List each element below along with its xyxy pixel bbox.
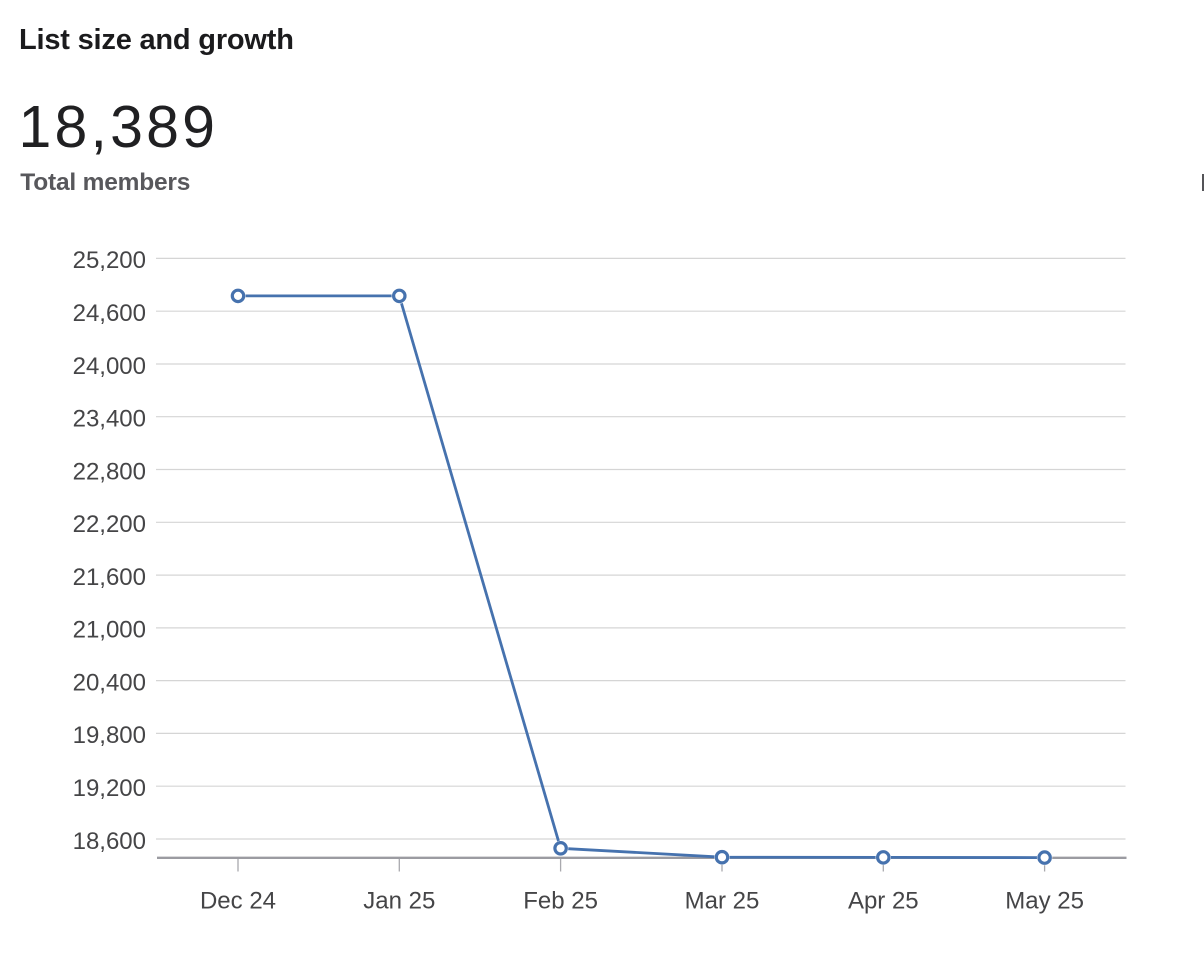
svg-text:Mar 25: Mar 25 <box>685 888 760 915</box>
svg-text:Jan 25: Jan 25 <box>363 888 435 915</box>
svg-text:19,200: 19,200 <box>73 775 146 802</box>
svg-text:20,400: 20,400 <box>73 669 146 696</box>
svg-text:18,600: 18,600 <box>73 828 146 855</box>
svg-text:22,800: 22,800 <box>73 458 146 485</box>
svg-text:24,600: 24,600 <box>73 300 146 327</box>
svg-text:22,200: 22,200 <box>73 511 146 538</box>
svg-text:Dec 24: Dec 24 <box>200 888 276 915</box>
svg-text:23,400: 23,400 <box>73 406 146 433</box>
svg-text:24,000: 24,000 <box>73 353 146 380</box>
svg-text:Feb 25: Feb 25 <box>523 888 598 915</box>
svg-text:Apr 25: Apr 25 <box>848 888 919 915</box>
svg-text:25,200: 25,200 <box>73 247 146 274</box>
svg-text:May 25: May 25 <box>1005 888 1084 915</box>
svg-text:21,000: 21,000 <box>73 617 146 644</box>
svg-text:21,600: 21,600 <box>73 564 146 591</box>
svg-text:19,800: 19,800 <box>73 722 146 749</box>
